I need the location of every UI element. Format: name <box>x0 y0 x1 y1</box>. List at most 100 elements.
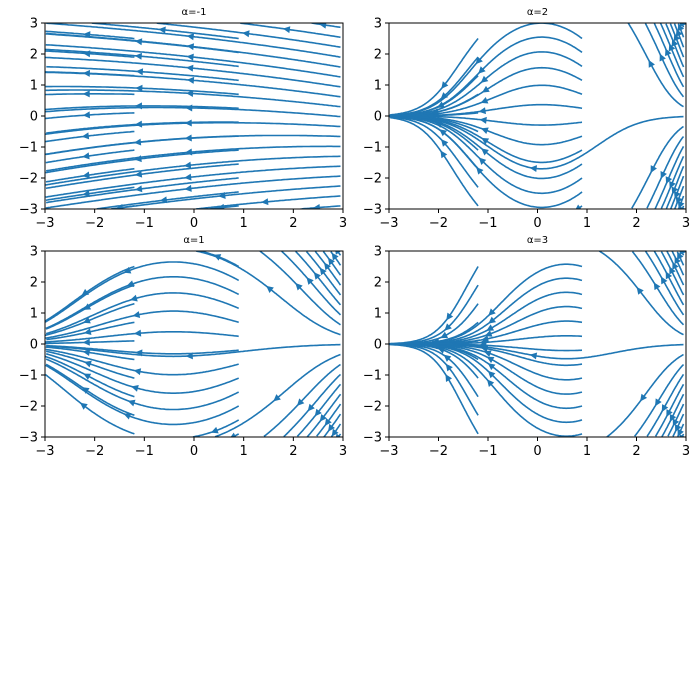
y-tick-label: 2 <box>30 48 38 63</box>
stream-arrow <box>437 347 446 354</box>
stream-arrow <box>84 360 92 368</box>
stream-arrow <box>335 251 342 255</box>
streamline <box>45 276 240 330</box>
streamlines <box>45 251 342 437</box>
stream-arrow <box>186 53 194 61</box>
streamline <box>389 36 583 117</box>
streamline <box>45 302 135 337</box>
streamline <box>46 23 341 58</box>
stream-arrow <box>133 138 142 146</box>
streamline <box>45 175 341 209</box>
streamline <box>295 251 342 306</box>
stream-arrow <box>83 31 91 39</box>
stream-arrow <box>81 387 90 394</box>
stream-arrow <box>184 173 192 181</box>
stream-arrow <box>81 132 90 140</box>
streamlines <box>389 23 686 209</box>
y-tick-label: −3 <box>19 203 38 218</box>
stream-arrow <box>671 186 679 195</box>
stream-arrow <box>660 171 667 179</box>
streamline <box>45 155 341 186</box>
y-tick-label: −1 <box>19 141 38 156</box>
stream-arrow <box>661 404 669 412</box>
y-tick-label: −1 <box>363 141 382 156</box>
streamline <box>646 373 685 437</box>
stream-arrow <box>328 257 335 266</box>
stream-arrow <box>679 23 686 27</box>
x-tick-label: 2 <box>289 216 297 231</box>
stream-arrow <box>673 33 681 42</box>
streamline <box>45 350 135 379</box>
stream-arrow <box>481 137 490 145</box>
streamline <box>653 251 685 306</box>
stream-arrow <box>665 176 673 185</box>
x-tick-label: −3 <box>379 444 398 459</box>
stream-arrow <box>242 30 250 38</box>
streamline <box>263 363 341 437</box>
x-tick-label: 0 <box>190 216 198 231</box>
stream-arrow <box>331 428 339 437</box>
stream-arrow <box>134 170 143 178</box>
streamline <box>45 340 135 345</box>
streamline <box>281 251 342 316</box>
stream-arrow <box>328 423 335 432</box>
stream-arrow <box>261 198 269 206</box>
stream-arrow <box>134 38 143 46</box>
streamline <box>240 23 341 39</box>
streamline <box>634 363 685 437</box>
panel-4: −3 −2 −1 0 1 2 3 −3 −2 −1 0 1 2 3 α=3 <box>363 235 690 459</box>
stream-arrow <box>665 48 672 57</box>
stream-arrow <box>324 418 332 426</box>
streamline <box>390 51 583 117</box>
x-tick-label: 1 <box>583 216 591 231</box>
streamline <box>390 116 479 207</box>
x-tick-label: −3 <box>35 216 54 231</box>
stream-arrow <box>186 33 195 41</box>
streamline <box>214 353 341 437</box>
y-tick-label: 3 <box>374 17 382 32</box>
x-tick-label: −1 <box>135 216 154 231</box>
y-tick-label: 3 <box>374 245 382 260</box>
streamline <box>45 346 135 361</box>
streamline <box>389 343 583 410</box>
stream-arrow <box>426 112 434 120</box>
stream-arrow <box>480 345 489 353</box>
stream-arrow <box>82 152 90 160</box>
stream-arrow <box>669 413 677 422</box>
streamline <box>91 23 239 40</box>
panel-3: −3 −2 −1 0 1 2 3 −3 −2 −1 0 1 2 3 α=1 <box>19 235 347 459</box>
streamline <box>45 44 341 78</box>
streamline <box>669 23 685 58</box>
streamline <box>666 251 685 286</box>
streamline <box>45 145 341 172</box>
stream-arrow <box>666 409 673 418</box>
streamline <box>644 251 685 316</box>
streamline <box>653 23 685 88</box>
streamline <box>46 121 239 134</box>
x-tick-label: 3 <box>339 444 347 459</box>
stream-arrow <box>324 262 332 271</box>
stream-arrow <box>130 294 138 302</box>
stream-arrow <box>650 165 657 174</box>
stream-arrow <box>82 190 90 198</box>
y-tick-label: 0 <box>374 110 382 125</box>
streamline <box>45 331 239 343</box>
stream-arrow <box>484 330 493 337</box>
panel-1: −3 −2 −1 0 1 2 3 −3 −2 −1 0 1 2 3 α=-1 <box>19 7 347 231</box>
streamline <box>45 71 135 77</box>
stream-arrow <box>331 252 339 261</box>
x-tick-label: 2 <box>289 444 297 459</box>
y-tick-label: 0 <box>30 338 38 353</box>
x-tick-label: −2 <box>429 444 448 459</box>
stream-arrow <box>669 266 676 275</box>
stream-arrow <box>295 282 303 291</box>
x-tick-label: 1 <box>583 444 591 459</box>
stream-arrow <box>127 399 136 407</box>
streamline <box>390 115 583 195</box>
streamline <box>112 185 341 209</box>
streamline <box>296 383 342 437</box>
streamline <box>45 89 341 108</box>
streamline <box>631 125 684 209</box>
stream-arrow <box>480 127 489 135</box>
stream-arrow <box>481 85 490 93</box>
